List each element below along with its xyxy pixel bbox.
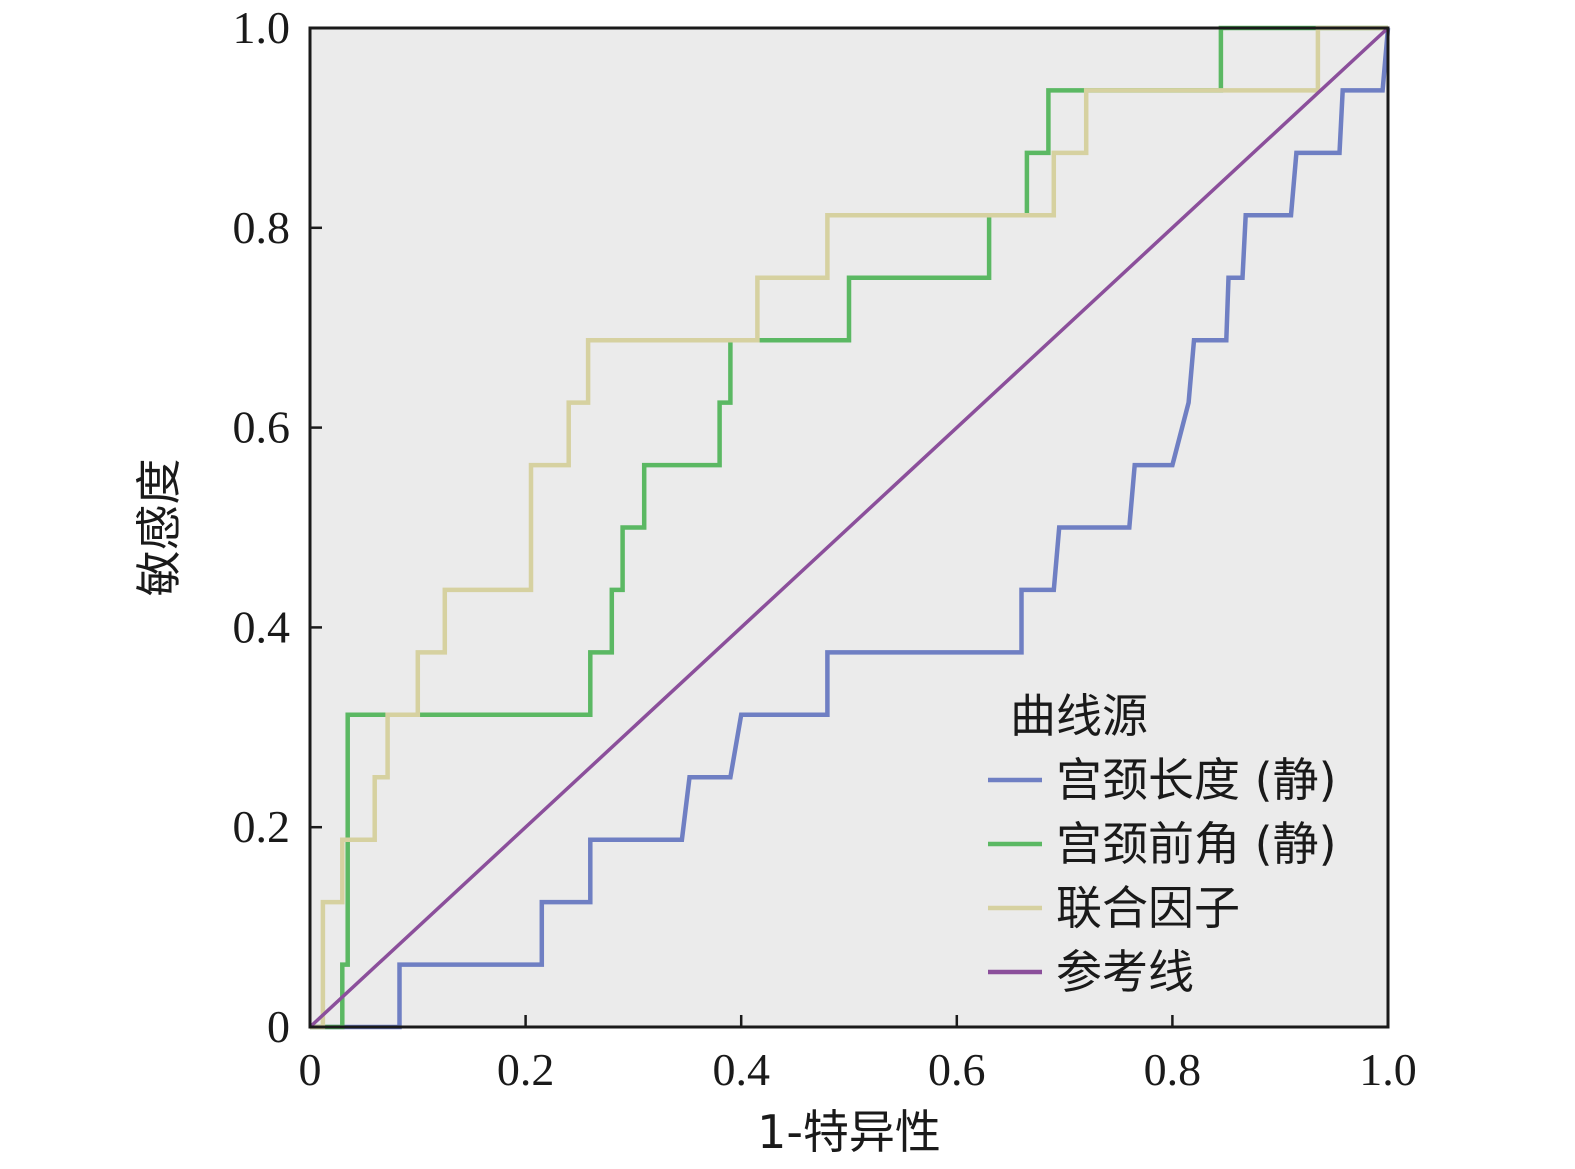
x-tick-label: 0 <box>299 1044 322 1095</box>
legend-title: 曲线源 <box>1010 689 1148 743</box>
y-axis-title: 敏感度 <box>132 459 186 597</box>
series-line-0 <box>310 27 1391 1030</box>
y-tick-label: 1.0 <box>233 2 291 53</box>
legend-label-3: 参考线 <box>1056 945 1194 999</box>
x-tick-label: 0.6 <box>928 1044 986 1095</box>
x-axis-title: 1-特异性 <box>757 1105 941 1159</box>
series-line-1 <box>310 25 1388 1030</box>
axis-layer: 0 0.2 0.4 0.6 0.8 1.0 0 0.2 0.4 0.6 0.8 1.0 <box>233 2 1417 1095</box>
y-tick-label: 0.4 <box>233 601 291 652</box>
x-tick-label: 1.0 <box>1359 1044 1417 1095</box>
legend-label-1: 宫颈前角 (静) <box>1056 817 1337 871</box>
x-tick-label: 0.4 <box>712 1044 770 1095</box>
y-tick-label: 0.2 <box>233 801 291 852</box>
x-tick-label: 0.8 <box>1144 1044 1202 1095</box>
y-tick-label: 0.8 <box>233 202 291 253</box>
x-tick-label: 0.2 <box>497 1044 555 1095</box>
y-tick-label: 0 <box>267 1001 290 1052</box>
y-tick-label: 0.6 <box>233 402 291 453</box>
legend-label-2: 联合因子 <box>1056 881 1240 935</box>
series-line-3 <box>308 26 1390 1029</box>
series-line-2 <box>310 25 1388 1030</box>
plot-frame <box>308 26 1390 1029</box>
legend-label-0: 宫颈长度 (静) <box>1056 753 1337 807</box>
series-layer <box>308 25 1391 1030</box>
